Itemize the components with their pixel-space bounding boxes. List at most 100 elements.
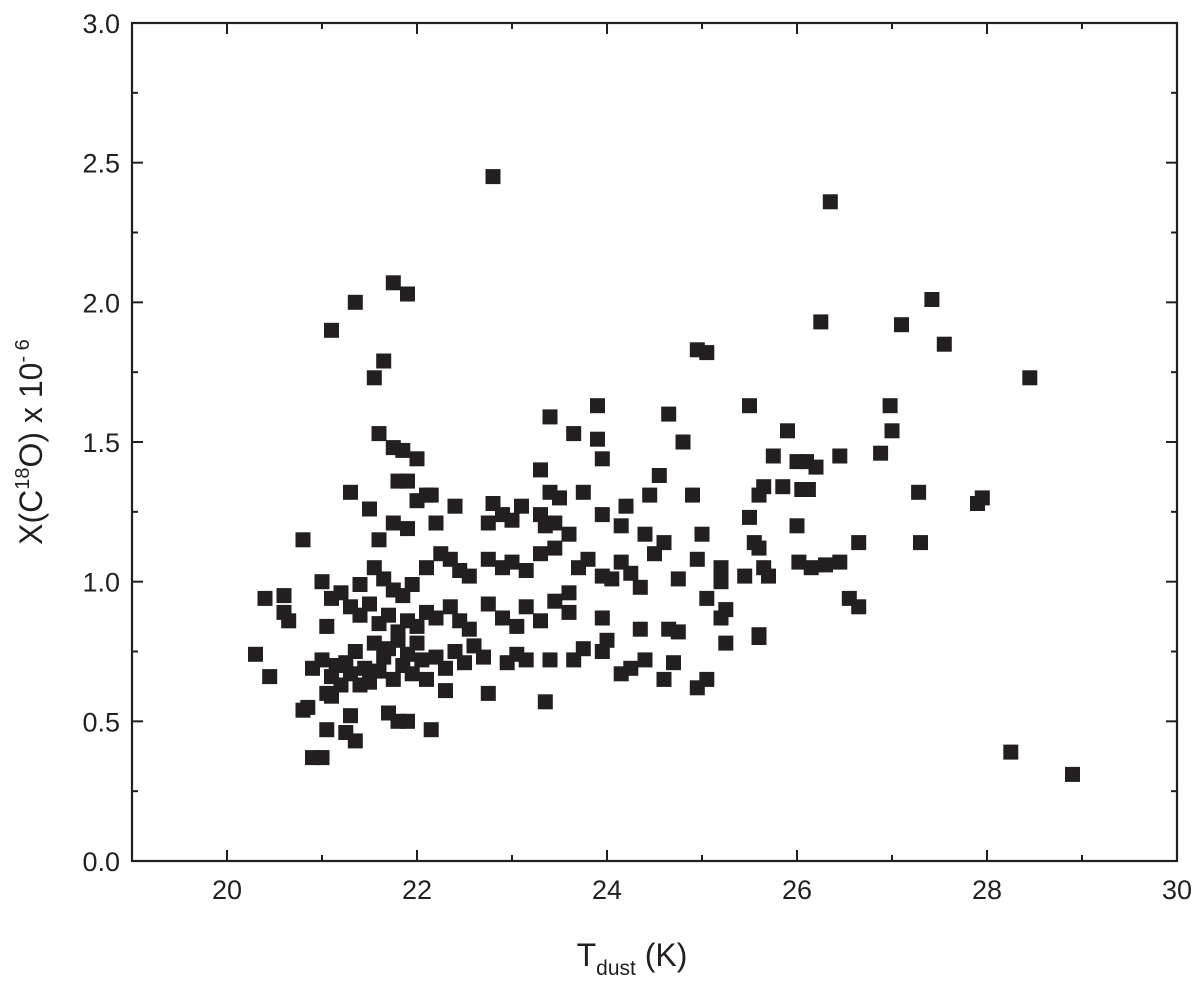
data-point	[518, 652, 534, 668]
data-point	[751, 540, 767, 556]
data-point	[656, 671, 672, 687]
data-point	[347, 733, 363, 749]
data-point	[882, 398, 898, 414]
data-point	[457, 655, 472, 671]
data-point	[618, 498, 634, 514]
data-point	[742, 398, 757, 414]
data-point	[495, 610, 510, 626]
data-point	[936, 336, 952, 352]
data-point	[718, 602, 734, 618]
data-point	[248, 646, 263, 662]
data-point	[542, 409, 558, 425]
data-point	[632, 621, 648, 637]
data-point	[699, 590, 715, 606]
data-point	[780, 423, 795, 439]
data-point	[661, 406, 677, 422]
data-point	[913, 535, 928, 551]
data-point	[689, 551, 705, 567]
data-point	[480, 685, 496, 701]
data-point	[347, 294, 363, 310]
data-point	[381, 607, 396, 623]
data-point	[438, 683, 453, 699]
data-point	[376, 353, 392, 369]
data-point	[262, 669, 278, 685]
data-point	[400, 473, 415, 489]
data-point	[1022, 370, 1038, 386]
data-point	[314, 652, 330, 668]
data-point	[428, 610, 444, 626]
data-point	[514, 498, 529, 514]
data-point	[366, 635, 382, 651]
data-point	[390, 632, 406, 648]
x-tick-label: 22	[402, 875, 432, 905]
data-point	[580, 551, 596, 567]
data-point	[561, 585, 577, 601]
data-point	[637, 526, 653, 542]
data-point	[575, 484, 591, 500]
data-point	[547, 593, 563, 609]
data-point	[319, 618, 335, 634]
data-point	[685, 487, 700, 503]
data-point	[575, 641, 591, 657]
data-point	[257, 590, 273, 606]
x-tick-label: 26	[782, 875, 812, 905]
data-point	[751, 630, 767, 645]
data-point	[485, 169, 501, 185]
data-point	[366, 370, 382, 386]
data-point	[400, 713, 415, 729]
data-point	[395, 442, 411, 458]
data-point	[547, 540, 563, 556]
data-point	[803, 560, 819, 576]
data-point	[404, 577, 420, 592]
data-point	[623, 565, 639, 581]
data-point	[442, 599, 458, 615]
data-point	[713, 574, 729, 590]
data-point	[590, 398, 605, 414]
data-points	[248, 169, 1080, 782]
data-point	[813, 314, 829, 330]
data-point	[438, 660, 453, 676]
data-point	[409, 493, 425, 509]
data-point	[300, 699, 316, 715]
y-tick-label: 1.5	[82, 428, 120, 458]
data-point	[713, 560, 729, 576]
data-point	[675, 434, 691, 450]
data-point	[699, 671, 715, 687]
data-point	[352, 577, 368, 592]
data-point	[884, 423, 900, 439]
data-point	[974, 490, 990, 506]
data-point	[419, 671, 434, 687]
data-point	[822, 194, 838, 210]
data-point	[409, 451, 425, 467]
data-point	[362, 501, 377, 517]
data-point	[347, 644, 363, 659]
data-point	[561, 526, 577, 542]
data-point	[666, 655, 681, 671]
data-point	[791, 554, 807, 570]
data-point	[371, 532, 387, 548]
data-point	[480, 515, 496, 531]
data-point	[537, 694, 553, 710]
data-point	[343, 484, 358, 500]
y-axis-title: X(C18O) x 10- 6	[12, 339, 49, 545]
data-point	[604, 571, 620, 587]
data-point	[594, 507, 610, 523]
data-point	[873, 445, 889, 461]
data-point	[832, 554, 848, 570]
data-point	[800, 482, 816, 497]
x-tick-label: 28	[972, 875, 1002, 905]
data-point	[314, 750, 330, 766]
data-point	[765, 448, 781, 464]
data-point	[911, 484, 927, 500]
data-point	[670, 624, 686, 640]
data-point	[542, 652, 558, 668]
data-point	[566, 426, 582, 442]
data-point	[590, 431, 605, 447]
axis-ticks: 20 22 24 26 28 30 0.0 0.5 1.0 1.5 2.0 2.5 3.0	[82, 9, 1192, 905]
data-point	[400, 521, 415, 537]
data-point	[561, 604, 577, 620]
data-point	[547, 515, 563, 531]
data-point	[613, 518, 629, 534]
data-point	[447, 498, 463, 514]
data-point	[789, 518, 805, 534]
